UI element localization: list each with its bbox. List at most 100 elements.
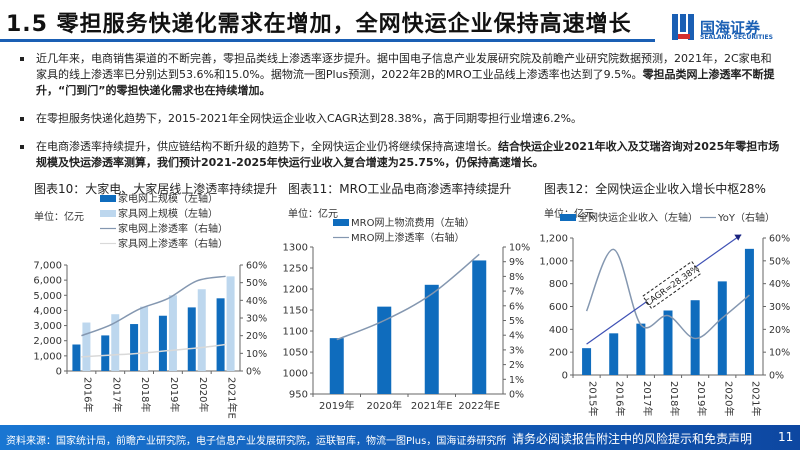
- y-tick-label: 950: [289, 390, 308, 401]
- series-line: [336, 253, 480, 341]
- y2-tick-label: 9%: [509, 257, 524, 268]
- logo: 国海证券 SEALAND SECURITIES: [672, 12, 773, 42]
- legend-label: 全网快运企业收入（左轴）: [578, 211, 698, 224]
- bar: [140, 306, 149, 371]
- y-tick-label: 1150: [283, 306, 308, 317]
- y2-tick-label: 6%: [509, 301, 524, 312]
- x-tick-label: 2019年: [319, 399, 354, 412]
- x-tick-label: 2019年: [168, 377, 181, 412]
- y2-tick-label: 40%: [246, 296, 267, 307]
- charts: 0 1,000 2,000 3,000 4,000 5,000 6,000 7,000 0% 10…: [33, 192, 790, 419]
- y-tick-label: 200: [549, 348, 568, 359]
- disclaimer: 请务必阅读报告附注中的风险提示和免责声明: [512, 432, 753, 446]
- legend-swatch: [100, 210, 116, 217]
- x-tick-label: 2016年: [614, 381, 627, 416]
- bar: [472, 260, 487, 394]
- y2-tick-label: 7%: [509, 287, 524, 298]
- y2-tick-label: 1%: [509, 375, 524, 386]
- y2-tick-label: 60%: [769, 234, 790, 245]
- y-tick-label: 4,000: [33, 306, 62, 317]
- x-tick-label: 2021年E: [411, 399, 453, 412]
- bar: [744, 248, 754, 375]
- bullet-text: 近几年来，电商销售渠道的不断完善，零担品类线上渗透率逐步提升。据中国电子信息产业…: [36, 52, 772, 81]
- y-tick-label: 1200: [283, 285, 308, 296]
- y-tick-label: 1,000: [539, 256, 568, 267]
- bar: [377, 306, 392, 394]
- bar: [187, 307, 196, 371]
- y-tick-label: 6,000: [33, 276, 62, 287]
- bar: [717, 281, 727, 375]
- bullet-icon: [20, 117, 24, 121]
- y-tick-label: 0: [56, 367, 62, 378]
- bullet-2: 在零担服务快递化趋势下，2015-2021年全网快运企业收入CAGR达到28.3…: [20, 111, 780, 127]
- y-tick-label: 0: [562, 371, 568, 382]
- bar: [226, 276, 235, 371]
- y2-tick-label: 8%: [509, 272, 524, 283]
- y2-tick-label: 0%: [769, 371, 784, 382]
- bar: [424, 284, 439, 394]
- y-tick-label: 1,200: [539, 234, 568, 245]
- y2-tick-label: 60%: [246, 261, 267, 272]
- x-tick-label: 2018年: [139, 377, 152, 412]
- bar: [82, 322, 91, 371]
- y2-tick-label: 40%: [769, 279, 790, 290]
- y-tick-label: 400: [549, 325, 568, 336]
- y2-tick-label: 50%: [246, 278, 267, 289]
- legend-label: MRO网上渗透率（右轴）: [351, 231, 464, 244]
- y-tick-label: 5,000: [33, 291, 62, 302]
- bar: [158, 315, 167, 371]
- legend-label: MRO网上物流费用（左轴）: [351, 216, 474, 229]
- y2-tick-label: 5%: [509, 316, 524, 327]
- sealand-logo-icon: [672, 12, 696, 42]
- y2-tick-label: 3%: [509, 345, 524, 356]
- y2-tick-label: 30%: [769, 302, 790, 313]
- y-tick-label: 1,000: [33, 351, 62, 362]
- y2-tick-label: 2%: [509, 360, 524, 371]
- legend-swatch: [333, 219, 349, 226]
- bar: [216, 298, 225, 371]
- series-line: [81, 343, 226, 358]
- legend-label: YoY（右轴）: [717, 211, 775, 224]
- bullet-bold-text: 零担品类网上渗透率不断提升，“门到门”的零担快递化需求也在持续增加。: [36, 68, 775, 97]
- legend-label: 家电网上规模（左轴）: [118, 192, 218, 205]
- legend-label: 家具网上规模（左轴）: [118, 207, 218, 220]
- bullet-bold-text: 结合快运企业2021年收入及艾瑞咨询对2025年零担市场规模及快运渗透率测算，我…: [36, 140, 780, 169]
- series-line: [585, 248, 750, 340]
- y-tick-label: 1250: [283, 264, 308, 275]
- bullet-3: 在电商渗透率持续提升，供应链结构不断升级的趋势下，全网快运企业仍将继续保持高速增…: [20, 139, 780, 171]
- y2-tick-label: 20%: [769, 325, 790, 336]
- x-tick-label: 2022年E: [458, 399, 500, 412]
- footer: 资料来源：国家统计局，前瞻产业研究院，电子信息产业发展研究院，运联智库，物流一图…: [0, 425, 800, 450]
- bar: [663, 310, 673, 375]
- y2-tick-label: 10%: [509, 243, 530, 254]
- bar: [197, 289, 206, 371]
- y-tick-label: 2,000: [33, 336, 62, 347]
- bar: [111, 314, 120, 371]
- y-tick-label: 1000: [283, 369, 308, 380]
- y-tick-label: 3,000: [33, 321, 62, 332]
- page-number: 11: [778, 430, 794, 444]
- y2-tick-label: 50%: [769, 256, 790, 267]
- source-note: 资料来源：国家统计局，前瞻产业研究院，电子信息产业发展研究院，运联智库，物流一图…: [6, 436, 507, 447]
- bar: [130, 324, 139, 371]
- bar: [168, 295, 177, 371]
- chart10-title: 图表10：大家电、大家居线上渗透率持续提升: [34, 182, 278, 196]
- x-tick-label: 2021年E: [226, 377, 239, 419]
- series-line: [81, 275, 226, 337]
- bar: [329, 338, 344, 394]
- x-tick-label: 2017年: [110, 377, 123, 412]
- bullet-icon: [20, 145, 24, 149]
- y2-tick-label: 4%: [509, 331, 524, 342]
- bullet-text: 在电商渗透率持续提升，供应链结构不断升级的趋势下，全网快运企业仍将继续保持高速增…: [36, 140, 498, 153]
- page-title: 1.5 零担服务快递化需求在增加，全网快运企业保持高速增长: [6, 12, 632, 37]
- y-tick-label: 1100: [283, 327, 308, 338]
- y-tick-label: 600: [549, 302, 568, 313]
- y2-tick-label: 20%: [246, 331, 267, 342]
- y-tick-label: 800: [549, 279, 568, 290]
- bullet-text: 在零担服务快递化趋势下，2015-2021年全网快运企业收入CAGR达到28.3…: [36, 112, 583, 125]
- x-tick-label: 2020年: [197, 377, 210, 412]
- chart12-title: 图表12：全网快运企业收入增长中枢28%: [544, 182, 766, 196]
- y2-tick-label: 0%: [509, 390, 524, 401]
- legend-swatch: [560, 214, 576, 221]
- x-tick-label: 2015年: [587, 381, 600, 416]
